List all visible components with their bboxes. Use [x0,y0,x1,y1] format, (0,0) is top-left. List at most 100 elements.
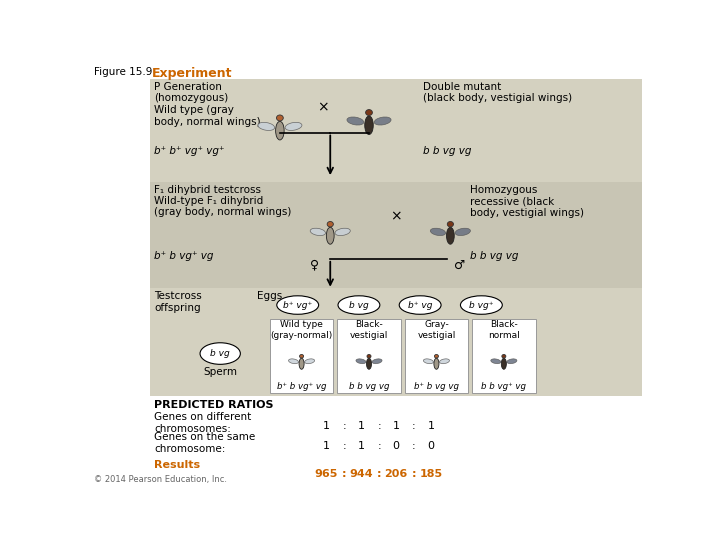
Ellipse shape [455,228,470,235]
Text: Gray-
vestigial: Gray- vestigial [417,320,456,340]
Text: b⁺ b vg vg: b⁺ b vg vg [414,382,459,392]
Text: ×: × [317,101,328,115]
Text: 1: 1 [392,421,400,431]
Ellipse shape [507,359,517,363]
Bar [150,288,642,396]
Text: :: : [343,421,346,431]
Ellipse shape [299,358,304,369]
Ellipse shape [434,354,438,358]
Ellipse shape [501,358,506,369]
Text: Figure 15.9: Figure 15.9 [94,67,152,77]
Text: 1: 1 [428,421,434,431]
Text: :: : [377,469,382,479]
Ellipse shape [300,354,304,358]
Ellipse shape [285,123,302,131]
Ellipse shape [491,359,501,363]
Bar [150,79,642,182]
Ellipse shape [276,115,283,121]
Text: b⁺ b vg⁺ vg: b⁺ b vg⁺ vg [276,382,326,392]
Ellipse shape [276,296,319,314]
Ellipse shape [365,116,373,134]
Ellipse shape [434,358,439,369]
Text: PREDICTED RATIOS: PREDICTED RATIOS [154,400,274,410]
Ellipse shape [305,359,315,363]
Text: Double mutant
(black body, vestigial wings): Double mutant (black body, vestigial win… [423,82,572,103]
Ellipse shape [338,296,380,314]
Ellipse shape [446,227,454,244]
Text: 185: 185 [420,469,443,479]
Text: 0: 0 [392,441,400,451]
Text: 206: 206 [384,469,408,479]
Text: Results: Results [154,460,200,470]
Text: b b vg⁺ vg: b b vg⁺ vg [482,382,526,392]
Bar [472,319,536,393]
Text: Black-
vestigial: Black- vestigial [350,320,388,340]
Text: :: : [412,441,415,451]
Bar [405,319,468,393]
Text: ×: × [390,210,402,224]
Text: :: : [342,469,346,479]
Ellipse shape [326,227,334,244]
Ellipse shape [366,358,372,369]
Text: Black-
normal: Black- normal [488,320,520,340]
Ellipse shape [502,354,506,358]
Ellipse shape [366,110,372,116]
Ellipse shape [289,359,299,363]
Ellipse shape [356,359,366,363]
Text: :: : [377,421,381,431]
Text: 1: 1 [358,441,365,451]
Text: b b vg vg: b b vg vg [469,251,518,261]
Text: 1: 1 [323,421,330,431]
Ellipse shape [276,122,284,140]
Ellipse shape [372,359,382,363]
Text: Homozygous
recessive (black
body, vestigial wings): Homozygous recessive (black body, vestig… [469,185,584,218]
Text: 1: 1 [358,421,365,431]
Text: © 2014 Pearson Education, Inc.: © 2014 Pearson Education, Inc. [94,475,227,484]
Ellipse shape [431,228,446,235]
Text: Experiment: Experiment [152,67,233,80]
Ellipse shape [367,354,371,358]
Text: :: : [343,441,346,451]
Text: 965: 965 [315,469,338,479]
Ellipse shape [335,228,351,235]
Text: 1: 1 [323,441,330,451]
Text: b⁺ b⁺ vg⁺ vg⁺: b⁺ b⁺ vg⁺ vg⁺ [154,146,225,157]
Text: :: : [377,441,381,451]
Bar [337,319,401,393]
Bar [270,319,333,393]
Text: Eggs: Eggs [256,291,282,301]
Ellipse shape [461,296,503,314]
Text: b b vg vg: b b vg vg [348,382,390,392]
Text: Sperm: Sperm [203,367,237,377]
Bar [150,182,642,288]
Ellipse shape [347,117,364,125]
Text: Wild type
(gray-normal): Wild type (gray-normal) [271,320,333,340]
Text: :: : [412,421,415,431]
Text: b⁺ b vg⁺ vg: b⁺ b vg⁺ vg [154,251,214,261]
Text: ♀: ♀ [310,259,319,272]
Ellipse shape [399,296,441,314]
Ellipse shape [327,221,333,227]
Text: 944: 944 [349,469,373,479]
Text: b⁺ vg: b⁺ vg [408,301,433,309]
Text: 0: 0 [428,441,434,451]
Text: P Generation
(homozygous)
Wild type (gray
body, normal wings): P Generation (homozygous) Wild type (gra… [154,82,261,126]
Text: Genes on different
chromosomes:: Genes on different chromosomes: [154,412,251,434]
Ellipse shape [447,221,454,227]
Text: Testcross
offspring: Testcross offspring [154,291,202,313]
Ellipse shape [310,228,325,235]
Text: :: : [412,469,416,479]
Text: ♂: ♂ [454,259,466,272]
Ellipse shape [200,343,240,364]
Ellipse shape [423,359,433,363]
Text: b vg⁺: b vg⁺ [469,301,494,309]
Text: Genes on the same
chromosome:: Genes on the same chromosome: [154,432,256,454]
Text: b vg: b vg [210,349,230,358]
Text: b vg: b vg [349,301,369,309]
Ellipse shape [374,117,391,125]
Text: b⁺ vg⁺: b⁺ vg⁺ [283,301,312,309]
Text: F₁ dihybrid testcross: F₁ dihybrid testcross [154,185,261,195]
Ellipse shape [258,123,274,131]
Text: Wild-type F₁ dihybrid
(gray body, normal wings): Wild-type F₁ dihybrid (gray body, normal… [154,195,292,217]
Ellipse shape [439,359,449,363]
